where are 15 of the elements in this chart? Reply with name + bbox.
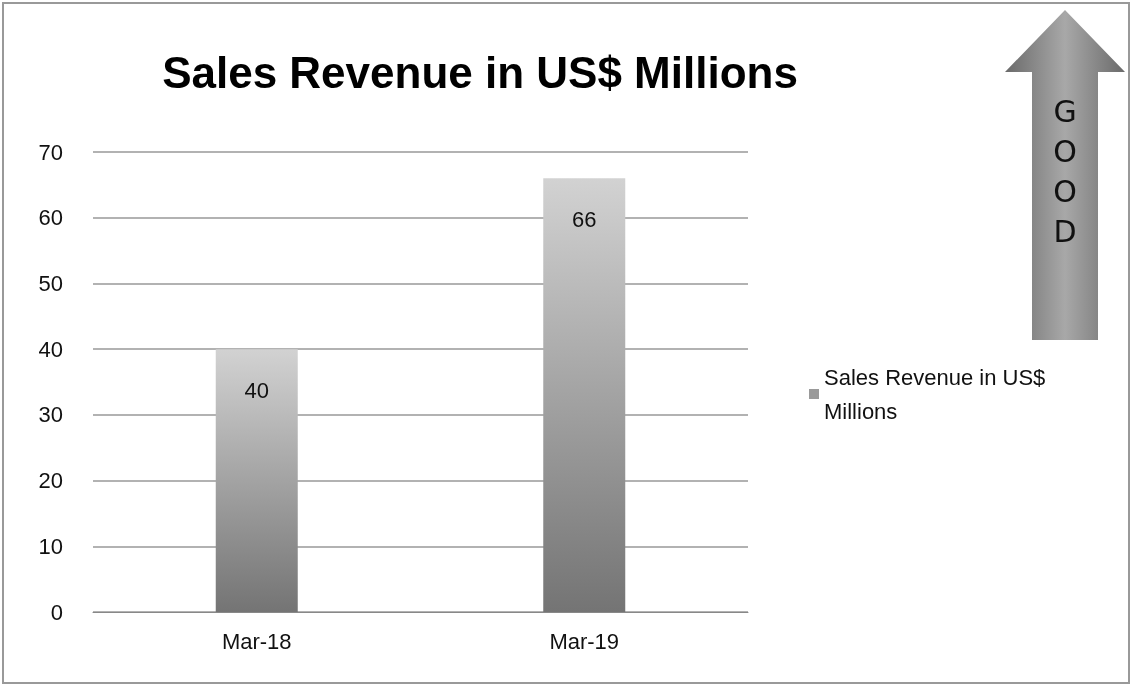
y-tick-label: 20 [38, 468, 63, 494]
chart-title: Sales Revenue in US$ Millions [162, 47, 798, 97]
text: GOOD [1052, 93, 1078, 251]
y-tick-label: 10 [38, 533, 63, 559]
x-tick-label: Mar-19 [549, 628, 620, 654]
data-label: 40 [244, 377, 269, 403]
data-label: 66 [572, 206, 597, 232]
y-tick-label: 30 [38, 402, 63, 428]
y-tick-label: 50 [38, 270, 63, 296]
y-tick-label: 0 [50, 599, 63, 625]
y-tick-label: 60 [38, 205, 63, 231]
x-tick-label: Mar-18 [221, 628, 292, 654]
y-tick-label: 70 [38, 139, 63, 165]
y-tick-label: 40 [38, 336, 63, 362]
legend-label: Sales Revenue in US$ Millions [824, 364, 1052, 424]
